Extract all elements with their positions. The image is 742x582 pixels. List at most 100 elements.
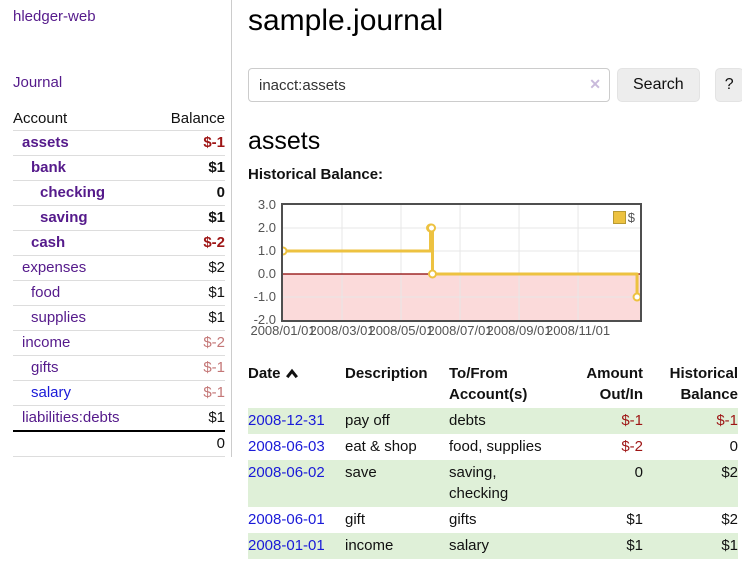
search-button[interactable]: Search <box>617 68 700 102</box>
x-tick-label: 2008/03/01 <box>309 323 375 338</box>
clear-search-icon[interactable]: ✕ <box>589 76 601 92</box>
account-balance: $2 <box>153 255 225 281</box>
transaction-description: pay off <box>345 412 390 429</box>
transaction-date-link[interactable]: 2008-01-01 <box>248 537 325 554</box>
sidebar-item-journal[interactable]: Journal <box>13 74 63 91</box>
account-row: bank $1 <box>13 155 225 181</box>
historical-balance-chart: $ 3.0 2.0 1.0 0.0 -1.0 -2.0 2008/01/01 2008/03/… <box>248 197 738 341</box>
sidebar-account-link[interactable]: checking <box>40 184 106 201</box>
sidebar-account-link[interactable]: salary <box>31 384 72 401</box>
account-name-cell: bank <box>13 155 154 181</box>
search-input-wrapper: ✕ <box>248 68 610 102</box>
transaction-amount: 0 <box>634 464 643 481</box>
transaction-description: save <box>345 464 377 481</box>
transaction-description: income <box>345 537 394 554</box>
transaction-amount: $1 <box>626 537 643 554</box>
transaction-date-link[interactable]: 2008-06-03 <box>248 438 325 455</box>
y-tick-label: 3.0 <box>257 197 276 212</box>
account-name-cell: checking <box>13 180 154 206</box>
data-point <box>283 246 288 256</box>
transaction-balance: $2 <box>721 511 738 528</box>
x-tick-label: 2008/01/01 <box>250 323 316 338</box>
register-header-date[interactable]: Date <box>248 361 345 408</box>
account-name-cell: income <box>13 330 154 356</box>
accounts-table-body: assets $-1 bank $1 checking 0 saving $1 cash $-2 e… <box>13 130 225 432</box>
main-content: sample.journal ✕ Search ? assets Histori… <box>248 0 742 559</box>
account-row: cash $-2 <box>13 230 225 256</box>
chart-title: Historical Balance: <box>248 166 384 183</box>
sidebar-account-link[interactable]: income <box>22 334 71 351</box>
sidebar-account-link[interactable]: saving <box>40 209 88 226</box>
account-name-cell: food <box>13 280 154 306</box>
register-header-balance: Historical Balance <box>669 365 738 403</box>
sidebar-account-link[interactable]: liabilities:debts <box>22 409 120 426</box>
accounts-header-row: Account Balance <box>13 107 225 131</box>
accounts-total-value: 0 <box>153 430 225 457</box>
y-tick-label: 1.0 <box>257 243 276 258</box>
account-name-cell: gifts <box>13 355 154 381</box>
account-heading: assets <box>248 127 321 155</box>
chart-canvas <box>283 205 640 320</box>
transaction-amount: $1 <box>626 511 643 528</box>
transaction-date-cell: 2008-06-01 <box>248 507 345 533</box>
transaction-amount: $-2 <box>621 438 643 455</box>
transaction-row: 2008-12-31 pay off debts $-1 $-1 <box>248 408 738 434</box>
transaction-accounts: debts <box>449 412 486 429</box>
transaction-accounts: salary <box>449 537 490 554</box>
transaction-row: 2008-06-01 gift gifts $1 $2 <box>248 507 738 533</box>
transaction-row: 2008-06-02 save saving, checking 0 $2 <box>248 460 738 507</box>
data-point <box>427 269 437 279</box>
transaction-date-link[interactable]: 2008-06-02 <box>248 464 325 481</box>
account-balance: $1 <box>153 305 225 331</box>
sidebar-account-link[interactable]: gifts <box>31 359 59 376</box>
account-row: expenses $2 <box>13 255 225 281</box>
sidebar-account-link[interactable]: food <box>31 284 61 301</box>
hledger-web-app: hledger-web Journal Account Balance asse… <box>13 0 742 559</box>
accounts-header-balance: Balance <box>153 107 225 131</box>
register-table-body: 2008-12-31 pay off debts $-1 $-1 2008-06-03 ea… <box>248 408 738 559</box>
sidebar-account-link[interactable]: supplies <box>31 309 87 326</box>
transaction-balance: 0 <box>729 438 738 455</box>
transaction-balance: $2 <box>721 464 738 481</box>
accounts-total-row: 0 <box>13 430 225 457</box>
account-name-cell: supplies <box>13 305 154 331</box>
transaction-row: 2008-01-01 income salary $1 $1 <box>248 533 738 559</box>
account-row: food $1 <box>13 280 225 306</box>
transaction-accounts: saving, checking <box>449 464 509 502</box>
sidebar-account-link[interactable]: cash <box>31 234 66 251</box>
sidebar-account-link[interactable]: assets <box>22 134 69 151</box>
transaction-date-link[interactable]: 2008-06-01 <box>248 511 325 528</box>
account-name-cell: expenses <box>13 255 154 281</box>
search-form: ✕ Search ? <box>248 68 742 102</box>
help-button[interactable]: ? <box>714 68 742 102</box>
search-input[interactable] <box>248 68 610 102</box>
account-balance: $-1 <box>153 130 225 156</box>
transaction-balance: $-1 <box>716 412 738 429</box>
transaction-date-link[interactable]: 2008-12-31 <box>248 412 325 429</box>
x-tick-label: 2008/11/01 <box>545 323 611 338</box>
transaction-description: gift <box>345 511 366 528</box>
transaction-accounts: food, supplies <box>449 438 542 455</box>
account-balance: $-2 <box>153 330 225 356</box>
account-balance: $1 <box>153 155 225 181</box>
sidebar-account-link[interactable]: expenses <box>22 259 87 276</box>
x-tick-label: 2008/09/01 <box>486 323 552 338</box>
account-row: checking 0 <box>13 180 225 206</box>
account-name-cell: cash <box>13 230 154 256</box>
sidebar-account-link[interactable]: bank <box>31 159 67 176</box>
account-row: salary $-1 <box>13 380 225 406</box>
app-title-link[interactable]: hledger-web <box>13 8 96 25</box>
account-row: supplies $1 <box>13 305 225 331</box>
transaction-date-cell: 2008-06-02 <box>248 460 345 507</box>
account-row: income $-2 <box>13 330 225 356</box>
account-balance: $-2 <box>153 230 225 256</box>
account-balance: $1 <box>153 280 225 306</box>
account-name-cell: saving <box>13 205 154 231</box>
legend-swatch <box>612 211 626 224</box>
x-tick-label: 2008/05/01 <box>368 323 434 338</box>
account-balance: 0 <box>153 180 225 206</box>
transaction-accounts: gifts <box>449 511 477 528</box>
sort-ascending-icon <box>285 368 298 379</box>
transaction-description: eat & shop <box>345 438 417 455</box>
x-tick-label: 2008/07/01 <box>427 323 493 338</box>
